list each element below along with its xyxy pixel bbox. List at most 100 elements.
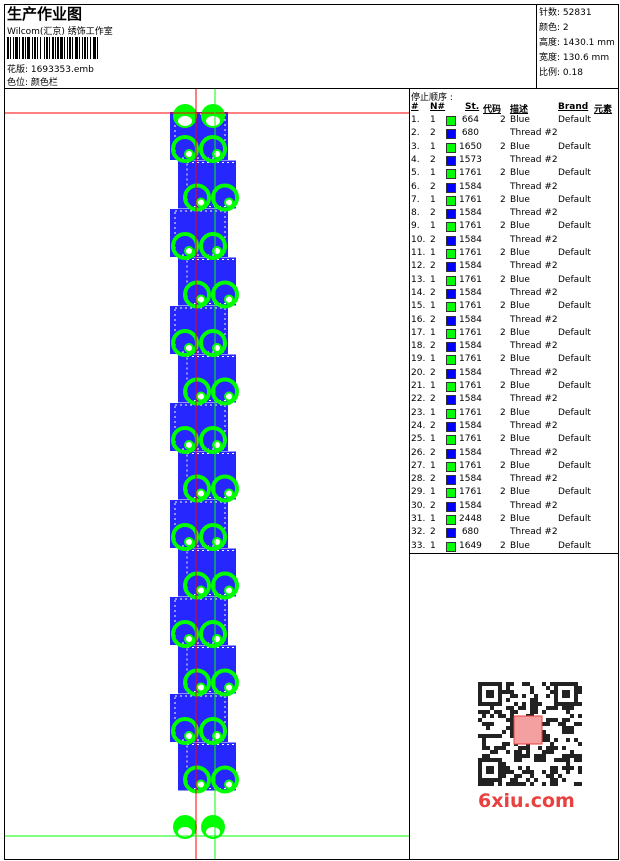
table-row[interactable]: 29. 1 1761 2 Blue Default <box>410 487 618 500</box>
row-index: 10. <box>411 234 426 245</box>
row-index: 23. <box>411 407 426 418</box>
row-stitches: 1761 <box>459 460 482 471</box>
qr-module <box>530 770 534 774</box>
table-row[interactable]: 9. 1 1761 2 Blue Default <box>410 221 618 234</box>
col-description: 描述 <box>510 105 529 115</box>
table-row[interactable]: 28. 2 1584 Thread #2 <box>410 474 618 487</box>
qr-finder <box>554 682 578 706</box>
color-swatch <box>446 435 456 446</box>
table-row[interactable]: 32. 2 680 Thread #2 <box>410 527 618 540</box>
table-row[interactable]: 31. 1 2448 2 Blue Default <box>410 514 618 527</box>
table-row[interactable]: 1. 1 664 2 Blue Default <box>410 115 618 128</box>
table-row[interactable]: 21. 1 1761 2 Blue Default <box>410 381 618 394</box>
table-row[interactable]: 5. 1 1761 2 Blue Default <box>410 168 618 181</box>
qr-module <box>554 746 558 750</box>
table-row[interactable]: 22. 2 1584 Thread #2 <box>410 394 618 407</box>
row-index: 16. <box>411 314 426 325</box>
table-row[interactable]: 33. 1 1649 2 Blue Default <box>410 541 618 554</box>
table-row[interactable]: 14. 2 1584 Thread #2 <box>410 288 618 301</box>
table-row[interactable]: 11. 1 1761 2 Blue Default <box>410 248 618 261</box>
row-stitches: 1584 <box>459 420 482 431</box>
color-swatch <box>446 155 456 166</box>
green-motif-inner <box>184 731 194 741</box>
qr-module <box>490 782 494 786</box>
table-row[interactable]: 10. 2 1584 Thread #2 <box>410 235 618 248</box>
table-row[interactable]: 2. 2 680 Thread #2 <box>410 128 618 141</box>
qr-module <box>546 746 550 750</box>
info-label: 颜色: <box>539 23 561 33</box>
color-swatch <box>446 142 456 153</box>
row-needle: 1 <box>430 434 436 445</box>
info-3: 宽度: 130.6 mm <box>539 51 619 66</box>
row-index: 25. <box>411 434 426 445</box>
qr-module <box>510 706 514 710</box>
table-row[interactable]: 16. 2 1584 Thread #2 <box>410 315 618 328</box>
row-brand: Default <box>558 194 591 205</box>
qr-module <box>514 778 518 782</box>
table-row[interactable]: 24. 2 1584 Thread #2 <box>410 421 618 434</box>
green-motif <box>183 765 211 794</box>
table-row[interactable]: 23. 1 1761 2 Blue Default <box>410 408 618 421</box>
qr-module <box>534 778 538 782</box>
row-index: 9. <box>411 221 420 232</box>
qr-module <box>546 734 550 738</box>
row-stitches: 1761 <box>459 381 482 391</box>
qr-module <box>566 766 570 770</box>
table-row[interactable]: 4. 2 1573 Thread #2 <box>410 155 618 168</box>
table-row[interactable]: 6. 2 1584 Thread #2 <box>410 182 618 195</box>
green-motif-inner <box>224 682 234 693</box>
page-title: 生产作业图 <box>7 5 83 23</box>
qr-module <box>482 710 486 714</box>
col-element: 元素 <box>594 105 613 115</box>
table-row[interactable]: 20. 2 1584 Thread #2 <box>410 368 618 381</box>
row-description: Blue <box>510 221 530 232</box>
green-motif <box>183 474 211 503</box>
qr-module <box>570 714 574 718</box>
table-row[interactable]: 13. 1 1761 2 Blue Default <box>410 275 618 288</box>
table-row[interactable]: 15. 1 1761 2 Blue Default <box>410 301 618 314</box>
table-row[interactable]: 8. 2 1584 Thread #2 <box>410 208 618 221</box>
color-swatch <box>446 222 456 233</box>
green-motif-inner <box>212 246 222 256</box>
row-stitches: 1584 <box>459 261 482 272</box>
qr-module <box>562 766 566 770</box>
qr-module <box>546 750 550 754</box>
qr-module <box>486 754 490 758</box>
qr-module <box>506 750 510 754</box>
table-row[interactable]: 25. 1 1761 2 Blue Default <box>410 434 618 447</box>
table-row[interactable]: 19. 1 1761 2 Blue Default <box>410 354 618 367</box>
row-index: 18. <box>411 341 426 352</box>
row-stitches: 1584 <box>459 341 482 352</box>
qr-module <box>578 754 582 758</box>
qr-module <box>530 706 534 710</box>
qr-module <box>526 746 530 750</box>
row-description: Thread #2 <box>510 234 558 245</box>
qr-module <box>562 754 566 758</box>
qr-module <box>506 686 510 690</box>
table-row[interactable]: 3. 1 1650 2 Blue Default <box>410 142 618 155</box>
table-row[interactable]: 7. 1 1761 2 Blue Default <box>410 195 618 208</box>
row-needle: 2 <box>430 154 436 165</box>
row-code: 2 <box>500 221 506 232</box>
qr-module <box>562 718 566 722</box>
stop-sequence-title: 停止顺序 : <box>411 93 453 103</box>
info-value: 130.6 mm <box>562 53 610 63</box>
table-row[interactable]: 26. 2 1584 Thread #2 <box>410 448 618 461</box>
table-row[interactable]: 27. 1 1761 2 Blue Default <box>410 461 618 474</box>
table-row[interactable]: 17. 1 1761 2 Blue Default <box>410 328 618 341</box>
table-row[interactable]: 30. 2 1584 Thread #2 <box>410 501 618 514</box>
qr-module <box>506 770 510 774</box>
qr-module <box>510 782 514 786</box>
qr-module <box>510 694 514 698</box>
qr-module <box>542 710 546 714</box>
table-row[interactable]: 12. 2 1584 Thread #2 <box>410 261 618 274</box>
qr-module <box>486 746 490 750</box>
info-2: 高度: 1430.1 mm <box>539 36 619 51</box>
qr-module <box>494 734 498 738</box>
row-stitches: 1761 <box>459 407 482 418</box>
table-row[interactable]: 18. 2 1584 Thread #2 <box>410 341 618 354</box>
color-swatch <box>446 448 456 459</box>
green-motif <box>171 717 199 745</box>
border-gap <box>178 116 192 126</box>
row-needle: 1 <box>430 381 436 391</box>
